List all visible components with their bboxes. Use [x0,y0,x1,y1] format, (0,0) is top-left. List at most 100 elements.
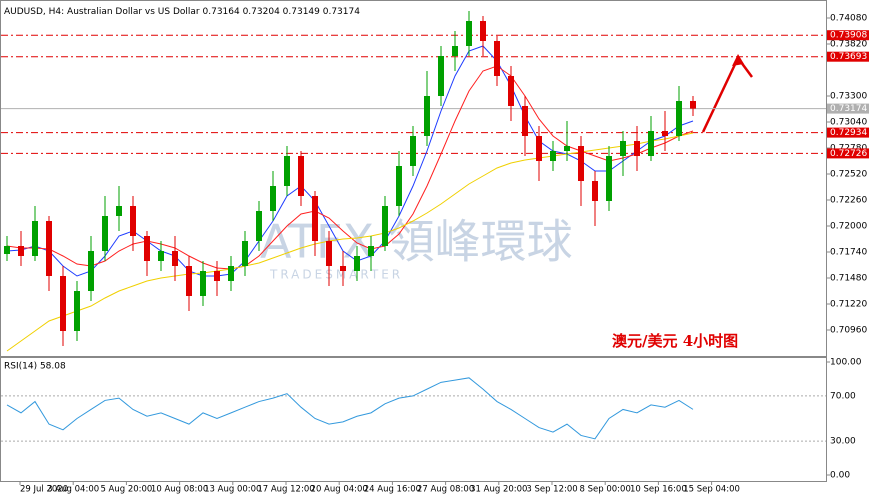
x-tick-label: 3 Sep 12:00 [526,485,577,495]
level-label: 0.73908 [830,31,867,41]
rsi-tick-label: 30.00 [830,437,856,447]
x-tick-label: 5 Aug 20:00 [100,485,152,495]
candle-body [480,21,486,41]
x-tick-label: 24 Aug 16:00 [364,485,421,495]
candle-body [186,266,192,296]
candle-body [662,131,668,136]
level-label-bg [827,127,869,138]
level-label-bg [827,30,869,41]
level-label-bg [827,103,869,114]
level-label-bg [827,51,869,62]
rsi-line [6,377,694,440]
rsi-tick-label: 0.00 [830,471,850,481]
y-tick-label: 0.71220 [830,300,867,310]
candle-body [606,156,612,201]
candle-body [60,276,66,331]
candle-body [634,141,640,156]
candle-body [382,206,388,246]
candle-body [396,166,402,206]
candle-body [46,221,52,276]
symbol: AUDUSD, H4: [4,7,64,17]
watermark-tagline: TRADESMARTER [269,268,403,282]
x-tick-label: 20 Aug 04:00 [311,485,368,495]
x-tick-label: 31 Aug 20:00 [470,485,527,495]
candle-body [200,271,206,296]
candle-body [508,76,514,106]
watermark-logo: ATFX 領峰環球 [260,215,573,269]
x-tick-label: 10 Sep 16:00 [630,485,687,495]
y-tick-label: 0.73300 [830,92,867,102]
quote: 0.73164 0.73204 0.73149 0.73174 [203,7,361,17]
candle-body [130,206,136,236]
y-tick-label: 0.70960 [830,326,867,336]
candle-body [102,216,108,251]
candle-body [578,146,584,181]
x-tick-label: 15 Sep 04:00 [683,485,740,495]
candle-body [256,211,262,241]
forecast-arrow [701,57,740,133]
candle-body [564,146,570,151]
candle-body [242,241,248,266]
candle-body [74,291,80,331]
candle-body [648,131,654,156]
x-tick-label: 17 Aug 12:00 [257,485,314,495]
candle-body [494,41,500,76]
y-tick-label: 0.71740 [830,248,867,258]
candle-body [116,206,122,216]
candle-body [536,136,542,161]
level-label-bg [827,148,869,159]
y-tick-label: 0.71480 [830,274,867,284]
candle-body [298,156,304,196]
candle-body [438,56,444,96]
candle-body [592,181,598,201]
candle-body [410,136,416,166]
level-label: 0.73174 [830,104,867,114]
candle-body [466,21,472,46]
candle-body [214,271,220,281]
y-tick-label: 0.72260 [830,196,867,206]
rsi-tick-label: 70.00 [830,391,856,401]
candle-body [284,156,290,186]
candle-body [172,251,178,266]
candle-body [270,186,276,211]
level-label: 0.72934 [830,128,867,138]
x-tick-label: 29 Jul 2020 [20,485,68,495]
y-tick-label: 0.72520 [830,170,867,180]
x-tick-label: 10 Aug 08:00 [151,485,208,495]
x-tick-label: 13 Aug 00:00 [204,485,261,495]
y-tick-label: 0.72000 [830,222,867,232]
rsi-tick-label: 100.00 [830,358,862,368]
candle-body [522,106,528,136]
x-tick-label: 8 Sep 00:00 [580,485,631,495]
y-tick-label: 0.73040 [830,118,867,128]
candle-body [326,241,332,266]
level-label: 0.72726 [830,149,867,159]
chart-title: AUDUSD, H4: Australian Dollar vs US Doll… [4,7,360,17]
candle-body [158,251,164,261]
rsi-title: RSI(14) 58.08 [4,362,66,372]
candle-body [452,46,458,56]
candle-body [88,251,94,291]
y-tick-label: 0.74080 [830,14,867,24]
annotation: 澳元/美元 4小时图 [612,332,738,350]
price-panel [0,0,827,357]
candle-body [354,256,360,271]
y-tick-label: 0.73820 [830,40,867,50]
rsi-panel [0,357,827,482]
instrument-name: Australian Dollar vs US Dollar [67,7,200,17]
arrow-head [732,54,744,66]
candle-body [228,266,234,281]
candle-body [18,246,24,256]
candle-body [4,246,10,254]
candle-body [32,221,38,256]
candle-body [340,266,346,271]
candle-body [676,101,682,136]
candle-body [144,236,150,261]
x-tick-label: 27 Aug 08:00 [417,485,474,495]
candle-body [550,151,556,161]
candle-body [620,141,626,156]
candle-body [690,101,696,109]
level-label: 0.73693 [830,52,867,62]
candle-body [312,196,318,241]
